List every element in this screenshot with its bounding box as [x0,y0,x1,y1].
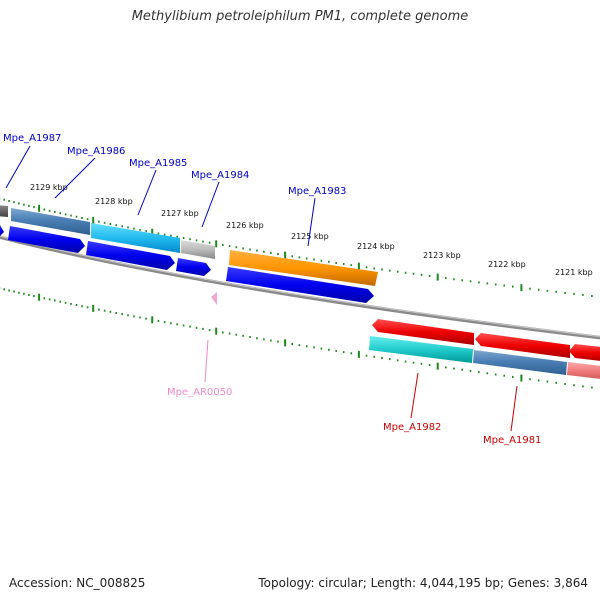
cds-arrow[interactable] [176,258,211,276]
forward-feature-ring [0,205,378,286]
ruler-label: 2121 kbp [555,268,593,277]
gene-label-a1986[interactable]: Mpe_A1986 [67,146,125,157]
cds-arrow[interactable] [372,319,474,345]
ruler-label: 2124 kbp [357,242,395,251]
gene-block[interactable] [473,350,567,375]
genome-summary-label: Topology: circular; Length: 4,044,195 bp… [258,576,588,590]
gene-label-a1981[interactable]: Mpe_A1981 [483,435,541,446]
cds-arrow[interactable] [8,226,85,253]
ruler-label: 2127 kbp [161,209,199,218]
gene-label-a1987[interactable]: Mpe_A1987 [3,133,61,144]
gene-label-a1984[interactable]: Mpe_A1984 [191,170,249,181]
cds-arrow[interactable] [86,241,175,270]
gene-block[interactable] [567,362,600,380]
cds-arrow[interactable] [226,267,374,303]
cds-arrow[interactable] [475,333,570,358]
ruler-label: 2128 kbp [95,197,133,206]
gene-block[interactable] [0,205,8,217]
gene-labels: Mpe_A1987 Mpe_A1986 Mpe_A1985 Mpe_A1984 … [3,133,541,446]
gene-label-ar0050[interactable]: Mpe_AR0050 [167,387,232,398]
ruler-label: 2126 kbp [226,221,264,230]
genome-backbone [0,235,600,340]
gene-block[interactable] [229,250,378,286]
upper-ruler [0,197,593,297]
gene-block[interactable] [369,336,473,363]
reverse-cds-ring [372,319,600,362]
gene-label-a1983[interactable]: Mpe_A1983 [288,186,346,197]
forward-cds-ring [0,224,374,303]
ruler-label: 2123 kbp [423,251,461,260]
cds-arrow[interactable] [569,344,600,362]
gene-label-a1985[interactable]: Mpe_A1985 [129,158,187,169]
ruler-label: 2122 kbp [488,260,526,269]
rna-feature-marker[interactable] [211,292,217,305]
accession-label: Accession: NC_008825 [9,576,146,590]
genome-backbone-highlight [0,235,600,338]
map-title: Methylibium petroleiphilum PM1, complete… [131,9,469,24]
gene-block[interactable] [181,240,215,259]
callout-lines [5,145,518,432]
lower-ruler [0,287,593,389]
gene-block[interactable] [11,208,90,235]
reverse-feature-ring [369,336,600,380]
gene-label-a1982[interactable]: Mpe_A1982 [383,422,441,433]
gene-block[interactable] [91,223,180,253]
cds-arrow[interactable] [0,224,4,238]
ruler-label: 2129 kbp [30,183,68,192]
